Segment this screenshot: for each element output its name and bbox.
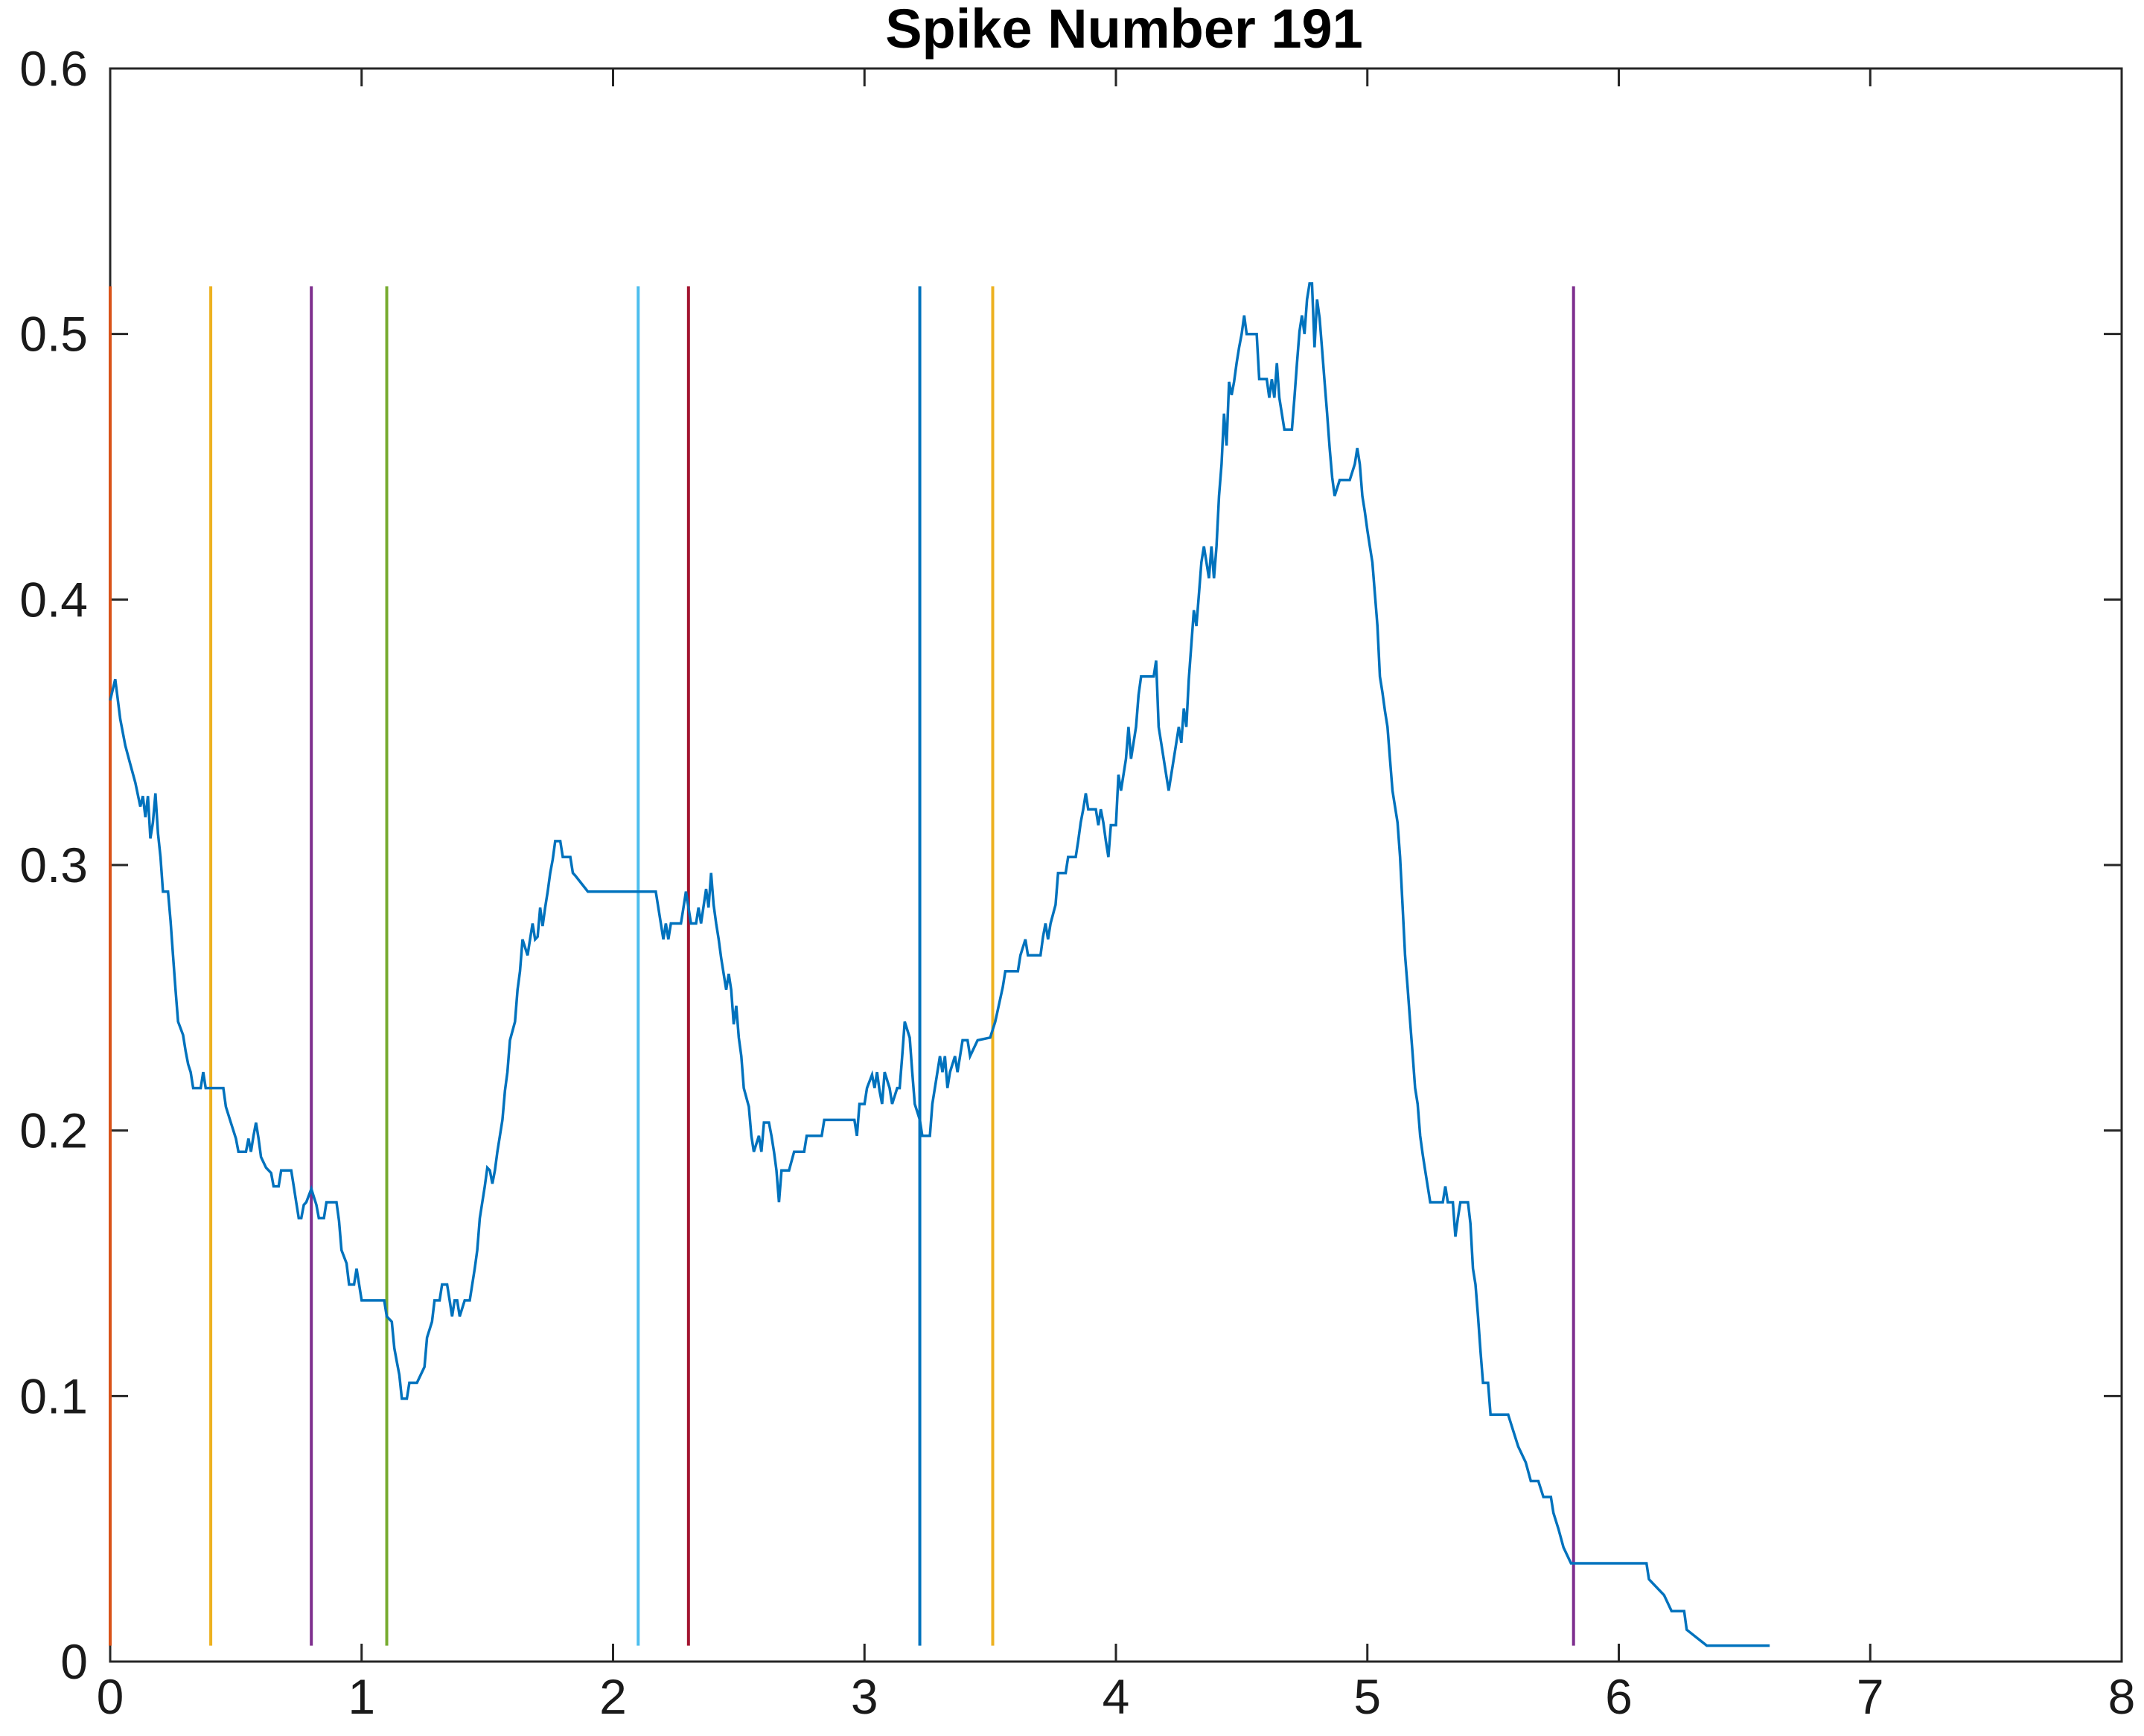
axes-box xyxy=(109,67,2123,1663)
x-tick-label: 4 xyxy=(1103,1669,1130,1724)
y-tick-label: 0.5 xyxy=(19,307,88,362)
y-tick-label: 0 xyxy=(60,1634,88,1689)
x-tick-label: 6 xyxy=(1605,1669,1633,1724)
y-tick-label: 0.6 xyxy=(19,41,88,96)
plot-area: 0 1 2 3 4 5 6 7 8 0 0.1 0.2 0.3 0.4 0.5 0.6 xyxy=(19,41,2135,1724)
y-tick-label: 0.4 xyxy=(19,572,88,627)
series-line xyxy=(109,282,1770,1647)
x-tick-label: 3 xyxy=(851,1669,878,1724)
x-tick-label: 2 xyxy=(599,1669,627,1724)
y-tick-label: 0.1 xyxy=(19,1368,88,1423)
y-tick-label: 0.2 xyxy=(19,1103,88,1158)
x-tick-label: 5 xyxy=(1353,1669,1381,1724)
x-tick-label: 0 xyxy=(97,1669,124,1724)
chart-title: Spike Number 191 xyxy=(885,0,1363,60)
y-tick-label: 0.3 xyxy=(19,837,88,893)
x-tick-label: 7 xyxy=(1857,1669,1884,1724)
x-tick-label: 1 xyxy=(348,1669,375,1724)
x-tick-label: 8 xyxy=(2108,1669,2136,1724)
